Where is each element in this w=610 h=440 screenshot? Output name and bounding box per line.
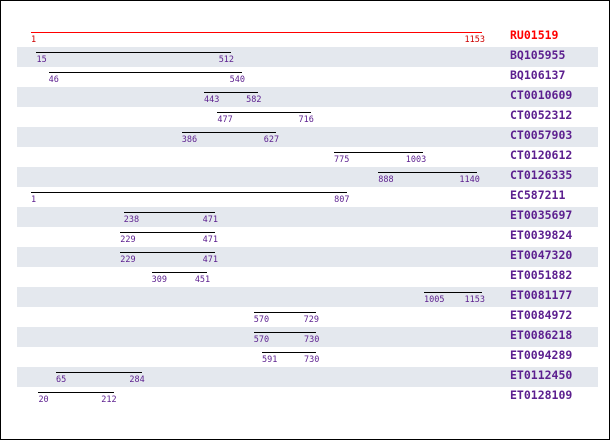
sequence-id-link[interactable]: ET0112450 xyxy=(510,368,573,382)
sequence-id-link[interactable]: BQ105955 xyxy=(510,48,566,62)
start-position: 15 xyxy=(36,55,47,65)
sequence-id-link[interactable]: EC587211 xyxy=(510,188,566,202)
alignment-bar xyxy=(151,272,208,273)
sequence-id-link[interactable]: ET0051882 xyxy=(510,268,573,282)
alignment-row: 229 471 ET0039824 xyxy=(17,227,598,247)
end-position: 1003 xyxy=(405,155,427,165)
alignment-bar xyxy=(123,212,215,213)
alignment-bar xyxy=(120,252,215,253)
sequence-id-link[interactable]: ET0084972 xyxy=(510,308,573,322)
start-position: 229 xyxy=(120,255,136,265)
start-position: 477 xyxy=(217,115,233,125)
start-position: 238 xyxy=(123,215,140,225)
sequence-id-link[interactable]: CT0010609 xyxy=(510,88,573,102)
end-position: 582 xyxy=(246,95,262,105)
alignment-row: 477 716 CT0052312 xyxy=(17,107,598,127)
alignment-bar xyxy=(181,132,277,133)
end-position: 807 xyxy=(334,195,350,205)
start-position: 1 xyxy=(31,195,37,205)
sequence-id-link[interactable]: BQ106137 xyxy=(510,68,566,82)
end-position: 1140 xyxy=(459,175,480,185)
alignment-row: 20 212 ET0128109 xyxy=(17,387,598,407)
alignment-bar xyxy=(378,172,477,173)
start-position: 229 xyxy=(120,235,136,245)
end-position: 284 xyxy=(129,375,145,385)
alignment-bar xyxy=(334,152,424,153)
alignment-row: 591 730 ET0094289 xyxy=(17,347,598,367)
alignment-row: 386 627 CT0057903 xyxy=(17,127,598,147)
end-position: 471 xyxy=(202,255,218,265)
alignment-row: 570 729 ET0084972 xyxy=(17,307,598,327)
alignment-row: 888 1140 CT0126335 xyxy=(17,167,598,187)
end-position: 730 xyxy=(304,355,320,365)
alignment-bar xyxy=(253,332,317,333)
reference-bar xyxy=(31,32,482,33)
sequence-id-link[interactable]: ET0039824 xyxy=(510,228,573,242)
alignment-row: 46 540 BQ106137 xyxy=(17,67,598,87)
start-position: 591 xyxy=(261,355,278,365)
reference-row: 1 1153 RU01519 xyxy=(17,27,598,47)
start-position: 775 xyxy=(334,155,350,165)
alignment-row: 229 471 ET0047320 xyxy=(17,247,598,267)
start-position: 20 xyxy=(38,395,49,405)
sequence-id-link[interactable]: ET0128109 xyxy=(510,388,573,402)
alignment-bar xyxy=(38,392,114,393)
alignment-row: 1005 1153 ET0081177 xyxy=(17,287,598,307)
alignment-row: 309 451 ET0051882 xyxy=(17,267,598,287)
alignment-row: 1 807 EC587211 xyxy=(17,187,598,207)
end-position: 212 xyxy=(101,395,117,405)
end-position: 730 xyxy=(304,335,320,345)
alignment-bar xyxy=(120,232,215,233)
alignment-bar xyxy=(31,192,347,193)
start-position: 386 xyxy=(181,135,198,145)
reference-id-link[interactable]: RU01519 xyxy=(510,28,559,42)
start-position: 1005 xyxy=(424,295,445,305)
alignment-bar xyxy=(261,352,317,353)
end-position: 627 xyxy=(263,135,280,145)
sequence-id-link[interactable]: CT0052312 xyxy=(510,108,573,122)
end-position: 471 xyxy=(202,215,218,225)
start-position: 570 xyxy=(253,315,270,325)
sequence-id-link[interactable]: ET0047320 xyxy=(510,248,573,262)
alignment-row: 65 284 ET0112450 xyxy=(17,367,598,387)
sequence-id-link[interactable]: ET0086218 xyxy=(510,328,573,342)
alignment-row: 238 471 ET0035697 xyxy=(17,207,598,227)
end-position: 540 xyxy=(229,75,245,85)
start-position: 888 xyxy=(378,175,394,185)
sequence-id-link[interactable]: ET0081177 xyxy=(510,288,573,302)
alignment-bar xyxy=(204,92,259,93)
start-position: 309 xyxy=(151,275,167,285)
sequence-id-link[interactable]: ET0035697 xyxy=(510,208,573,222)
start-position: 570 xyxy=(253,335,270,345)
alignment-bar xyxy=(36,52,232,53)
alignment-bar xyxy=(48,72,242,73)
start-position: 46 xyxy=(48,75,59,85)
end-position: 471 xyxy=(202,235,218,245)
alignment-bar xyxy=(253,312,316,313)
end-position: 1153 xyxy=(464,35,485,45)
end-position: 1153 xyxy=(464,295,485,305)
alignment-row: 443 582 CT0010609 xyxy=(17,87,598,107)
alignment-bar xyxy=(424,292,482,293)
end-position: 729 xyxy=(303,315,319,325)
end-position: 512 xyxy=(218,55,235,65)
end-position: 451 xyxy=(194,275,211,285)
sequence-id-link[interactable]: CT0126335 xyxy=(510,168,573,182)
end-position: 716 xyxy=(298,115,314,125)
alignment-row: 15 512 BQ105955 xyxy=(17,47,598,67)
alignment-bar xyxy=(56,372,142,373)
alignment-bar xyxy=(217,112,311,113)
start-position: 65 xyxy=(56,375,67,385)
alignment-row: 570 730 ET0086218 xyxy=(17,327,598,347)
sequence-id-link[interactable]: CT0057903 xyxy=(510,128,573,142)
start-position: 1 xyxy=(31,35,37,45)
sequence-id-link[interactable]: CT0120612 xyxy=(510,148,573,162)
alignment-row: 775 1003 CT0120612 xyxy=(17,147,598,167)
start-position: 443 xyxy=(204,95,220,105)
sequence-id-link[interactable]: ET0094289 xyxy=(510,348,573,362)
